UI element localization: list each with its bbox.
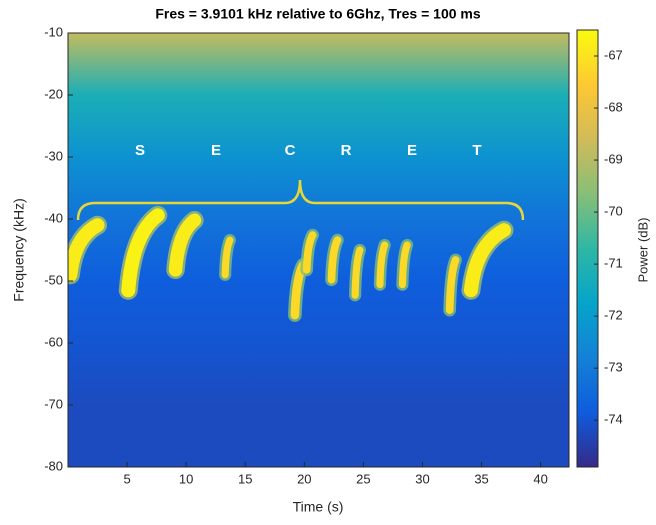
y-tick-label: -30 [44, 148, 63, 163]
chirp [168, 213, 202, 277]
y-tick-label: -60 [44, 334, 63, 349]
chirp [327, 236, 342, 284]
x-tick-label: 15 [238, 471, 252, 486]
chirp [302, 231, 317, 274]
colorbar-tick-label: -74 [604, 412, 623, 427]
chirp [398, 241, 411, 289]
colorbar-label: Power (dB) [635, 217, 650, 282]
x-tick-label: 20 [297, 471, 311, 486]
y-tick-label: -50 [44, 272, 63, 287]
colorbar-tick-label: -73 [604, 360, 623, 375]
chirp [351, 246, 364, 299]
y-tick-label: -40 [44, 210, 63, 225]
x-tick-label: 5 [123, 471, 130, 486]
x-tick-label: 10 [179, 471, 193, 486]
colorbar-tick-label: -70 [604, 204, 623, 219]
brace [76, 179, 525, 221]
colorbar-tick-label: -69 [604, 151, 623, 166]
x-tick-label: 35 [474, 471, 488, 486]
annotation-letter: E [211, 142, 221, 159]
annotation-letter: E [407, 142, 417, 159]
y-tick-label: -10 [44, 24, 63, 39]
y-tick-label: -70 [44, 396, 63, 411]
annotation-letter: T [472, 142, 481, 159]
annotation-letter: C [285, 142, 296, 159]
colorbar-tick-label: -68 [604, 99, 623, 114]
y-tick-label: -80 [44, 458, 63, 473]
x-tick-label: 40 [533, 471, 547, 486]
chirp-layer [68, 205, 514, 322]
chirp [445, 256, 460, 314]
colorbar-tick-label: -71 [604, 256, 623, 271]
chirp [221, 236, 234, 279]
x-tick-label: 25 [356, 471, 370, 486]
y-axis-label: Frequency (kHz) [11, 198, 27, 301]
y-tick-label: -20 [44, 86, 63, 101]
annotation-letter: S [135, 142, 145, 159]
chart-title: Fres = 3.9101 kHz relative to 6Ghz, Tres… [155, 6, 481, 22]
chirp [463, 223, 512, 298]
chirp [68, 218, 105, 282]
x-axis-label: Time (s) [293, 499, 344, 515]
colorbar-tick-label: -72 [604, 308, 623, 323]
colorbar [576, 29, 599, 468]
chirp [121, 208, 165, 298]
x-tick-label: 30 [415, 471, 429, 486]
colorbar-tick-label: -67 [604, 47, 623, 62]
chirp [376, 241, 389, 289]
plot-frame [67, 32, 570, 468]
annotation-letter: R [341, 142, 352, 159]
